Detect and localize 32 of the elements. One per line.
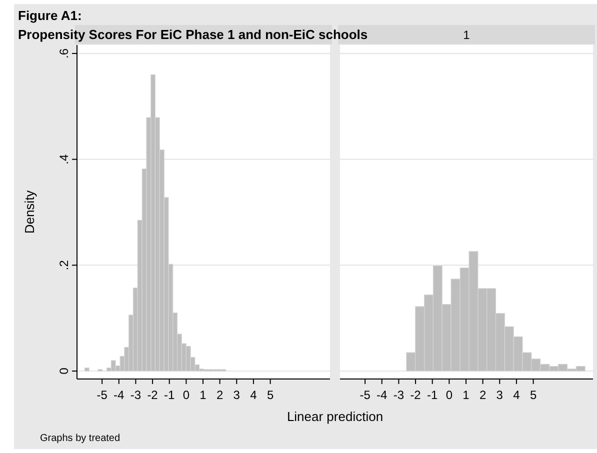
- x-tick-label: 0: [446, 388, 453, 402]
- x-tick-label: 0: [182, 388, 190, 402]
- x-tick-label: 3: [233, 388, 240, 402]
- x-tick-label: -1: [164, 388, 176, 402]
- x-tick-label: -4: [114, 388, 125, 402]
- x-tick-label: 4: [250, 388, 258, 402]
- x-tick-label: 4: [513, 388, 520, 402]
- x-tick-label: -2: [147, 388, 158, 402]
- x-axis-title: Linear prediction: [286, 409, 384, 424]
- x-tick-label: 3: [496, 388, 504, 402]
- x-tick-label: -5: [360, 388, 371, 402]
- x-tick-label: -5: [96, 388, 108, 402]
- chart-title: Figure A1:: [18, 8, 82, 23]
- y-tick-label: .2: [57, 260, 71, 270]
- y-tick-label: .4: [57, 154, 71, 164]
- x-tick-label: -2: [410, 388, 422, 402]
- x-tick-label: 1: [462, 388, 470, 402]
- x-tick-label: 5: [530, 388, 537, 402]
- x-tick-label: -1: [427, 388, 438, 402]
- y-axis-title: Density: [22, 190, 37, 234]
- x-tick-label: 1: [200, 388, 207, 402]
- x-tick-label: -4: [376, 388, 388, 402]
- y-tick-label: 0: [57, 367, 71, 374]
- text: Graphs by treated: [40, 433, 120, 444]
- x-tick-label: 2: [216, 388, 224, 402]
- chart-subtitle: Propensity Scores For EiC Phase 1 and non-EiC schools: [18, 27, 368, 42]
- x-tick-label: 5: [266, 388, 274, 402]
- x-tick-label: -3: [130, 388, 142, 402]
- x-tick-label: -3: [393, 388, 404, 402]
- x-tick-label: 2: [479, 388, 486, 402]
- y-tick-label: .6: [57, 48, 71, 58]
- chart-title: 1: [463, 28, 470, 42]
